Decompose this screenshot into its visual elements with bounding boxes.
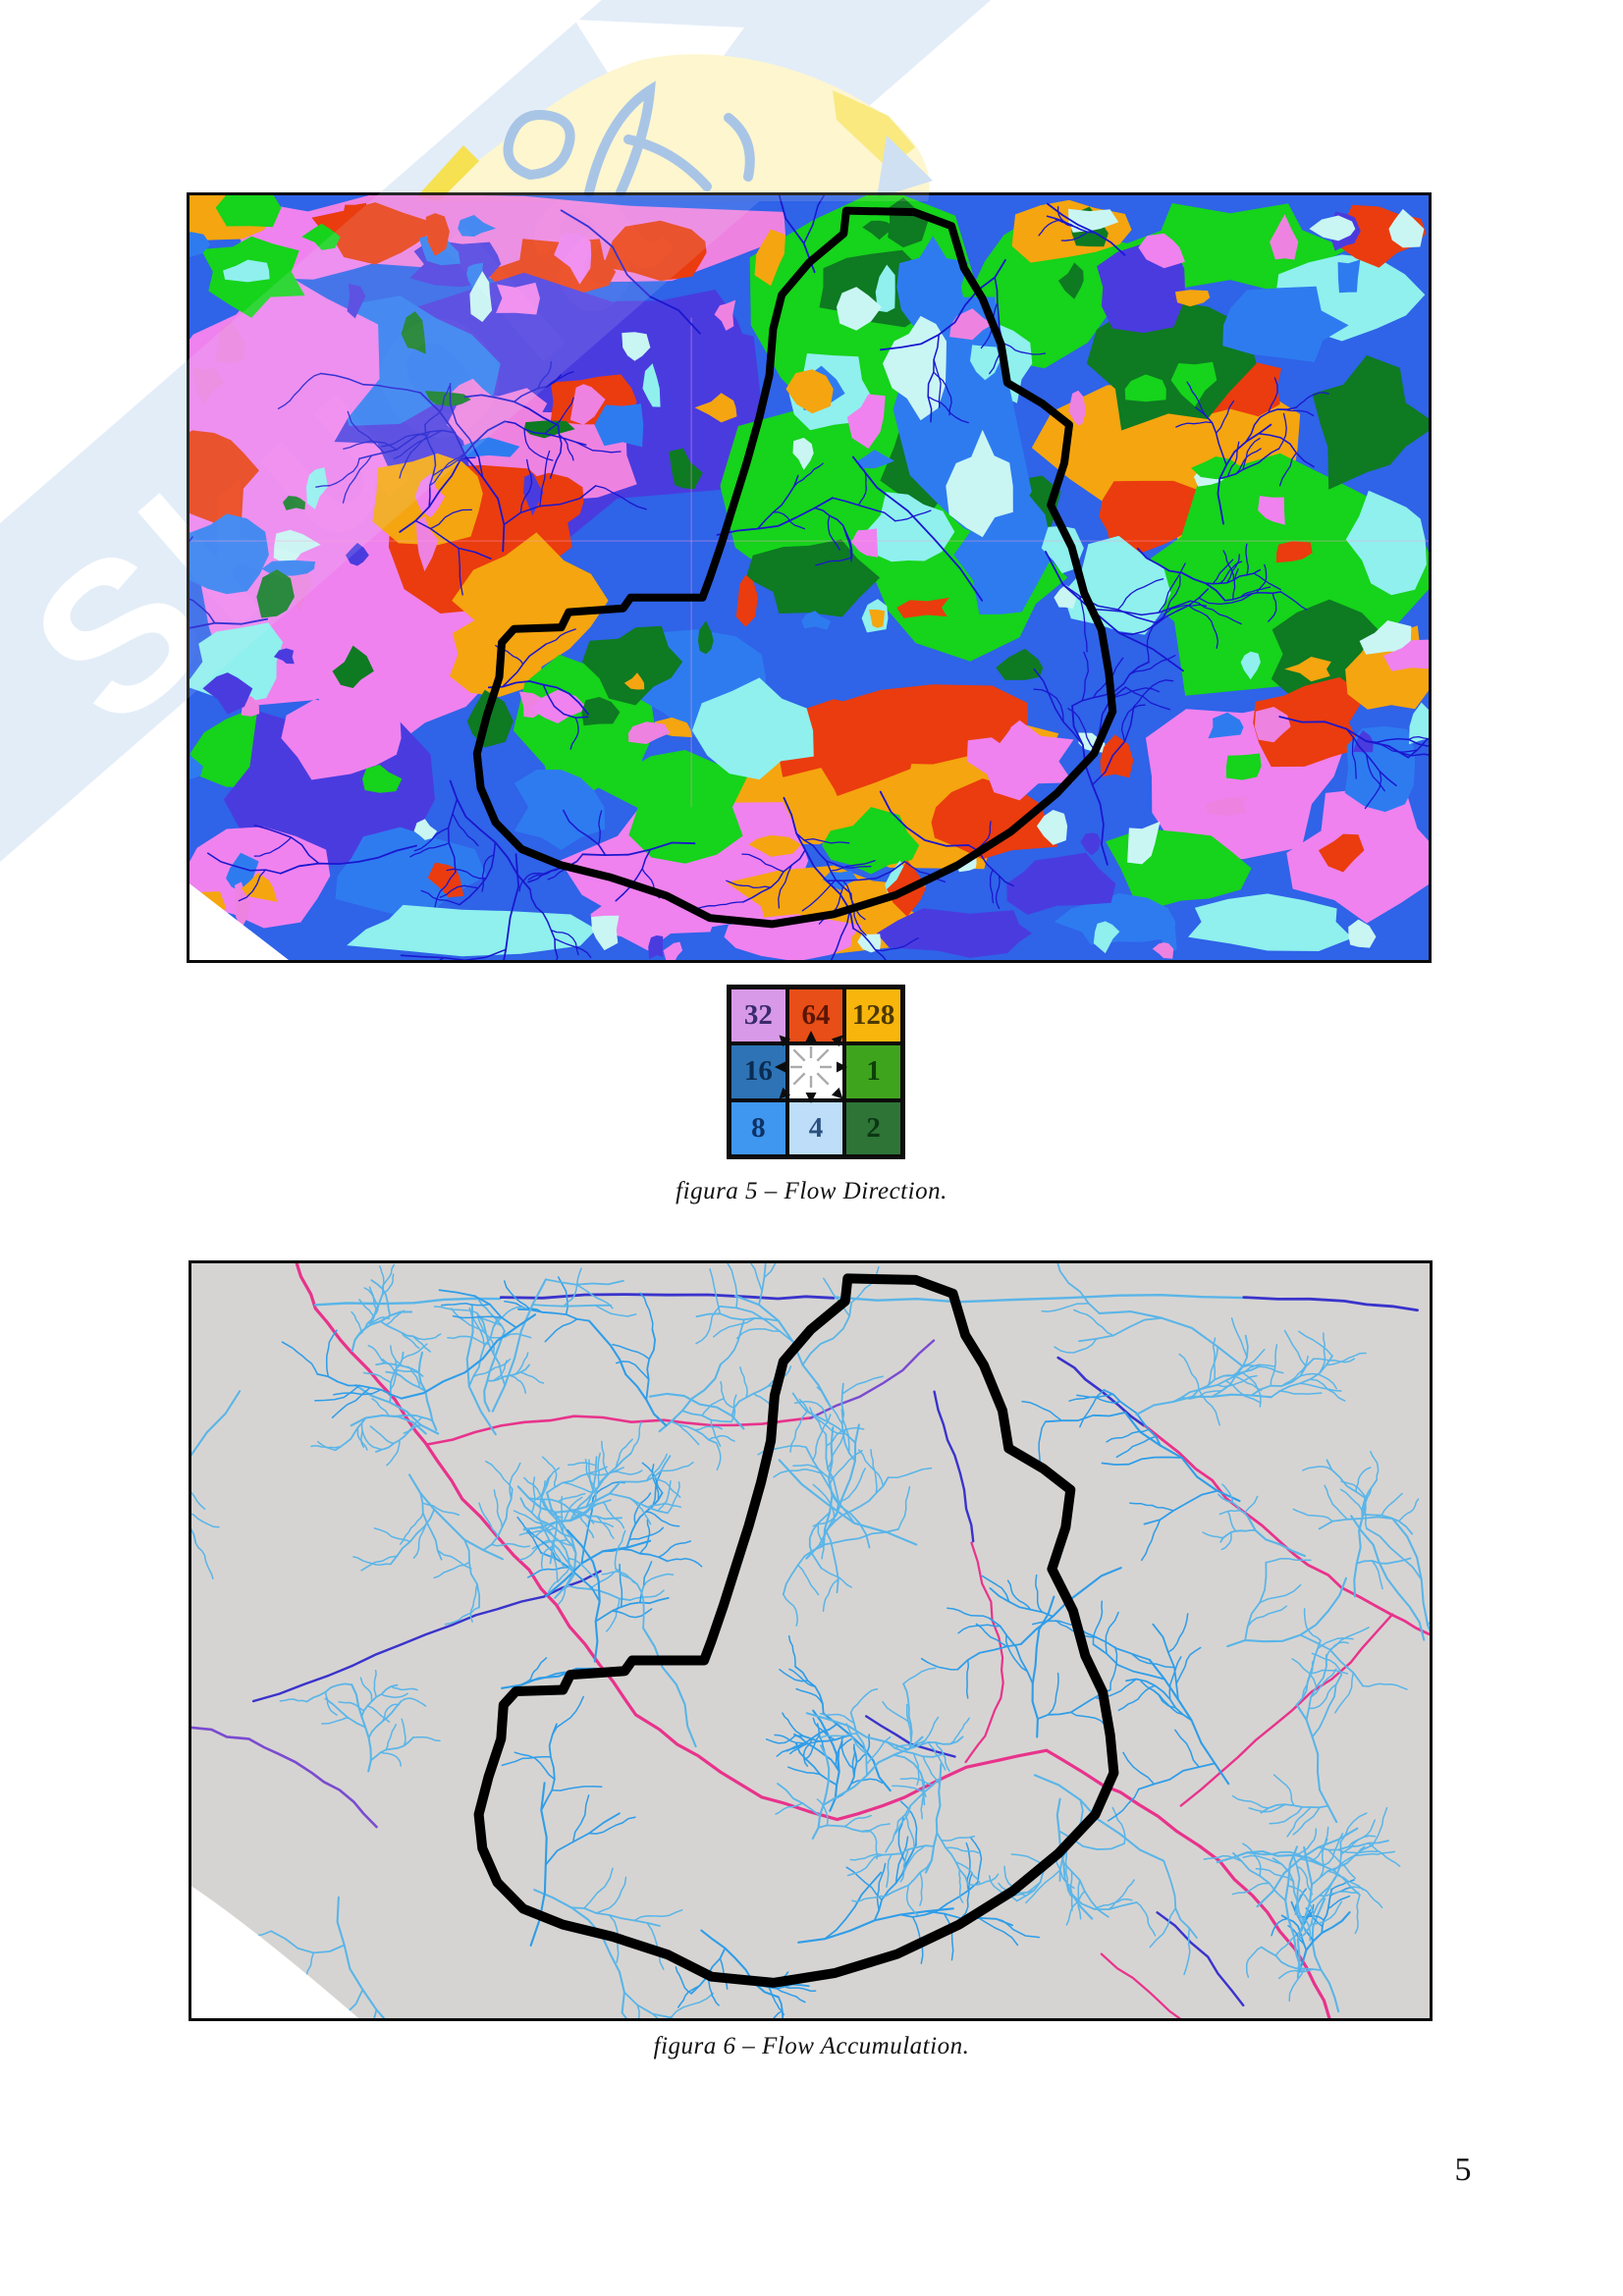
legend-cell-128: 128: [846, 989, 900, 1042]
legend-cell-value: 32: [743, 999, 773, 1032]
legend-cell-value: 64: [801, 999, 831, 1032]
legend-cell-center: [788, 1045, 843, 1098]
legend-cell-32: 32: [731, 989, 785, 1042]
legend-cell-2: 2: [846, 1101, 900, 1154]
flow-accumulation-map-image: [191, 1263, 1430, 2018]
flow-direction-legend: 32 64 128 16 1 8 4 2: [727, 985, 905, 1159]
page-number: 5: [1454, 2152, 1472, 2188]
legend-cell-value: 128: [851, 999, 895, 1032]
figure5-caption: figura 5 – Flow Direction.: [676, 1178, 947, 1204]
legend-cell-16: 16: [731, 1045, 785, 1098]
legend-cell-64: 64: [788, 989, 843, 1042]
legend-cell-8: 8: [731, 1101, 785, 1154]
legend-cell-value: 4: [808, 1111, 824, 1144]
flow-direction-map-image: [189, 195, 1429, 960]
legend-cell-value: 2: [866, 1111, 881, 1144]
legend-cell-4: 4: [788, 1101, 843, 1154]
figure-flow-direction: [187, 192, 1432, 963]
legend-cell-value: 16: [743, 1055, 773, 1088]
legend-cell-value: 1: [866, 1055, 881, 1088]
legend-cell-1: 1: [846, 1045, 900, 1098]
figure-flow-accumulation: [189, 1260, 1433, 2021]
legend-cell-value: 8: [751, 1111, 766, 1144]
figure6-caption: figura 6 – Flow Accumulation.: [653, 2033, 970, 2059]
